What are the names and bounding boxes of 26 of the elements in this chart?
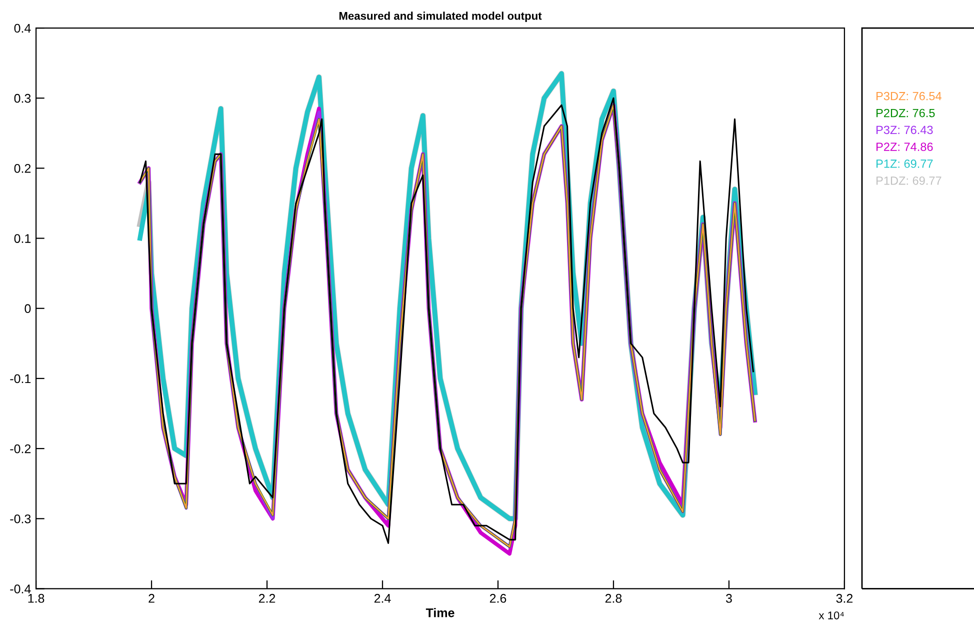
x-tick-label: 3 xyxy=(726,594,732,603)
y-tick-label: 0 xyxy=(24,304,31,314)
y-tick-label: -0.4 xyxy=(10,584,31,594)
x-tick-label: 2.8 xyxy=(605,594,622,603)
x-tick-label: 3.2 xyxy=(836,594,853,603)
y-tick-label: 0.4 xyxy=(14,24,31,33)
x-tick-label: 2 xyxy=(148,594,154,603)
x-axis-title: Time xyxy=(426,608,454,618)
x-tick-label: 2.2 xyxy=(258,594,276,603)
y-tick-label: 0.2 xyxy=(14,164,31,173)
x-tick-label: 2.4 xyxy=(374,594,391,603)
text: P2Z: 74.86 xyxy=(876,142,933,152)
y-tick-label: 0.3 xyxy=(14,94,31,103)
text: P3Z: 76.43 xyxy=(876,126,933,134)
y-tick-label: -0.3 xyxy=(10,514,31,524)
text: P2DZ: 76.5 xyxy=(876,108,935,118)
text: P1DZ: 69.77 xyxy=(876,176,942,185)
chart-title: Measured and simulated model output xyxy=(339,12,542,22)
text: P1Z: 69.77 xyxy=(876,160,933,168)
text: P3DZ: 76.54 xyxy=(876,92,942,100)
y-tick-label: -0.2 xyxy=(10,444,31,454)
x-tick-label: 2.6 xyxy=(490,594,506,603)
text: x 10⁴ xyxy=(818,611,844,620)
x-tick-label: 1.8 xyxy=(28,594,44,603)
y-tick-label: 0.1 xyxy=(14,234,31,243)
y-tick-label: -0.1 xyxy=(10,374,31,384)
